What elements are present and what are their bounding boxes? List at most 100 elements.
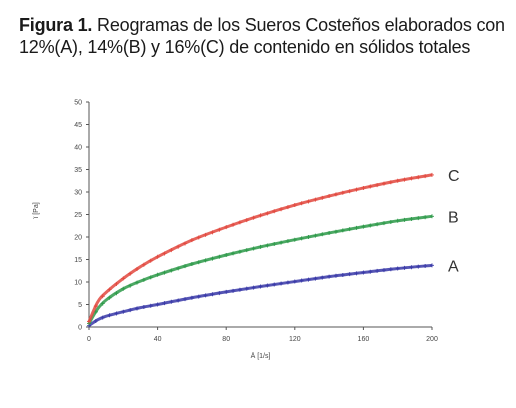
data-point-A xyxy=(93,318,98,323)
chart-axes: 0 5 10 15 20 25 30 35 40 45 50 0 40 80 120 160 200 xyxy=(74,100,438,344)
y-tick-label: 15 xyxy=(74,257,82,264)
data-point-B xyxy=(114,291,119,296)
data-point-B xyxy=(176,266,181,271)
data-point-A xyxy=(272,282,277,287)
data-point-C xyxy=(114,281,119,286)
data-point-C xyxy=(196,235,201,240)
data-point-C xyxy=(224,225,229,230)
data-point-A xyxy=(224,289,229,294)
data-point-C xyxy=(423,174,428,179)
y-axis-title: ï [Pa] xyxy=(33,202,40,218)
y-tick-label: 30 xyxy=(74,190,82,197)
data-point-C xyxy=(409,176,414,181)
chart-series-group xyxy=(87,172,434,328)
data-point-A xyxy=(141,305,146,310)
data-point-A xyxy=(292,279,297,284)
data-point-B xyxy=(285,239,290,244)
data-point-B xyxy=(402,217,407,222)
x-axis-title: Ä [1/s] xyxy=(251,352,271,360)
data-point-C xyxy=(121,276,126,281)
data-point-B xyxy=(368,223,373,228)
data-point-A xyxy=(114,311,119,316)
data-point-A xyxy=(258,284,263,289)
data-point-B xyxy=(203,258,208,263)
data-point-C xyxy=(87,319,91,324)
data-point-C xyxy=(285,205,290,210)
data-point-A xyxy=(100,315,105,320)
data-point-B xyxy=(107,295,112,300)
data-point-A xyxy=(128,308,133,313)
data-point-B xyxy=(237,249,242,254)
data-point-A xyxy=(320,275,325,280)
data-point-B xyxy=(141,277,146,282)
x-tick-label: 160 xyxy=(358,336,370,343)
data-point-B xyxy=(354,225,359,230)
data-point-C xyxy=(189,238,194,243)
data-point-A xyxy=(176,298,181,303)
data-point-A xyxy=(162,301,167,306)
series-A xyxy=(87,263,434,328)
data-point-A xyxy=(347,272,352,277)
series-line-B xyxy=(87,214,433,325)
data-point-B xyxy=(196,260,201,265)
data-point-B xyxy=(388,219,393,224)
data-point-C xyxy=(100,294,105,299)
data-point-B xyxy=(224,253,229,257)
data-point-B xyxy=(148,275,153,280)
data-point-C xyxy=(430,172,434,177)
data-point-C xyxy=(176,244,181,249)
data-point-A xyxy=(313,276,318,281)
data-point-B xyxy=(292,237,297,242)
y-tick-label: 50 xyxy=(74,100,82,107)
data-point-C xyxy=(292,203,297,208)
data-point-A xyxy=(402,265,407,270)
data-point-A xyxy=(203,293,208,298)
data-point-C xyxy=(313,197,318,202)
data-point-A xyxy=(381,268,386,273)
data-point-B xyxy=(395,218,400,223)
y-tick-label: 0 xyxy=(78,325,82,332)
data-point-C xyxy=(155,254,160,259)
data-point-A xyxy=(155,302,160,307)
data-point-B xyxy=(135,280,140,285)
data-point-B xyxy=(100,301,105,306)
data-point-C xyxy=(395,178,400,183)
data-point-C xyxy=(354,187,359,192)
data-point-C xyxy=(210,230,215,235)
data-point-C xyxy=(375,183,380,188)
data-point-B xyxy=(313,233,318,238)
data-point-C xyxy=(306,199,311,204)
data-point-A xyxy=(333,273,338,278)
data-point-C xyxy=(251,215,256,220)
data-point-B xyxy=(231,251,236,256)
data-point-A xyxy=(121,309,126,314)
data-point-A xyxy=(423,263,428,268)
data-point-A xyxy=(395,266,400,271)
series-label-B: B xyxy=(448,209,459,226)
data-point-B xyxy=(320,232,325,237)
y-tick-label: 10 xyxy=(74,280,82,287)
y-tick-label: 40 xyxy=(74,145,82,152)
data-point-A xyxy=(299,278,304,283)
data-point-C xyxy=(148,258,153,263)
data-point-C xyxy=(183,241,188,246)
data-point-C xyxy=(333,192,338,197)
data-point-A xyxy=(416,264,421,269)
series-label-A: A xyxy=(448,258,459,275)
data-point-C xyxy=(203,232,208,237)
data-point-A xyxy=(210,292,215,297)
data-point-A xyxy=(244,286,249,291)
data-point-A xyxy=(354,271,359,276)
series-label-C: C xyxy=(448,168,460,185)
data-point-A xyxy=(368,269,373,274)
data-point-B xyxy=(244,248,249,253)
y-tick-label: 25 xyxy=(74,212,82,219)
data-point-C xyxy=(265,211,270,216)
data-point-A xyxy=(361,270,366,275)
data-point-B xyxy=(155,272,160,277)
data-point-A xyxy=(327,274,332,279)
data-point-C xyxy=(169,248,174,253)
data-point-B xyxy=(375,222,380,227)
data-point-B xyxy=(416,216,421,221)
